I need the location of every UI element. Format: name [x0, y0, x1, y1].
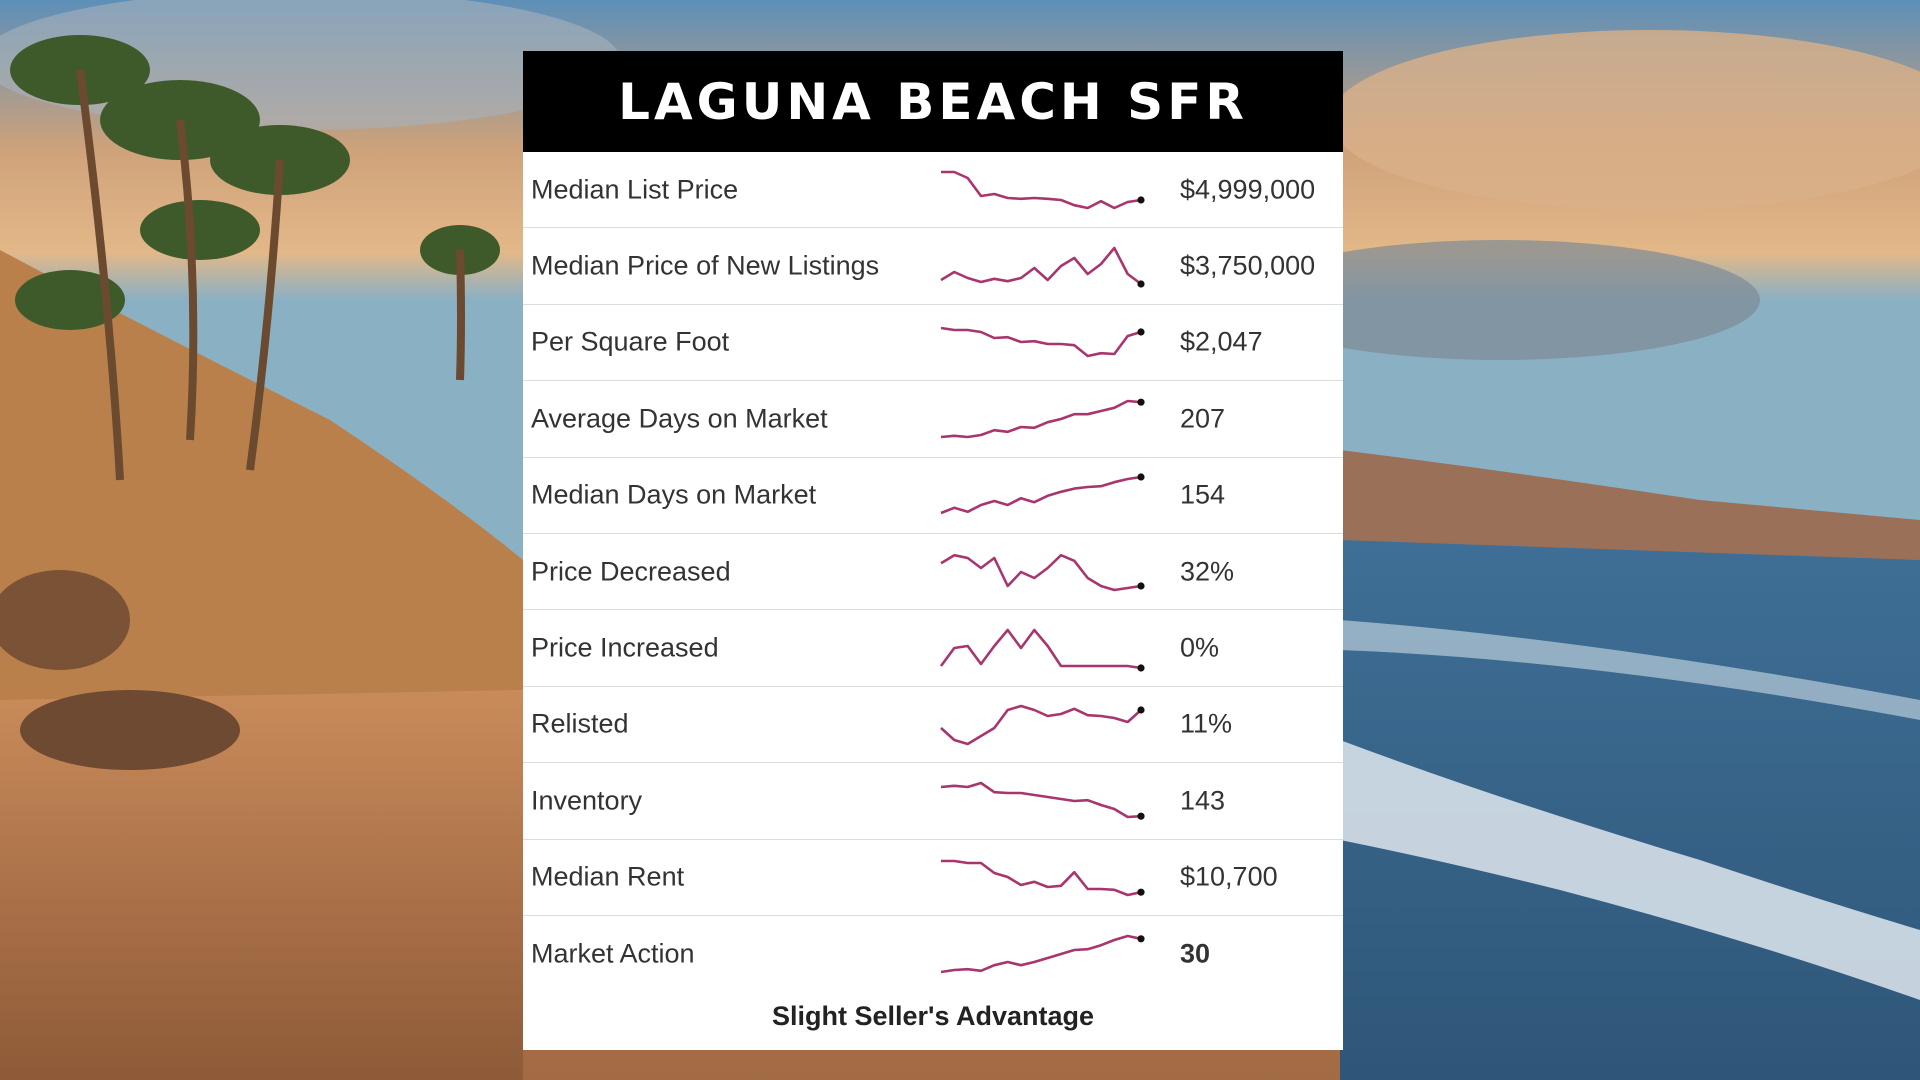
sparkline-endpoint	[1137, 280, 1145, 288]
row-value: $10,700	[1180, 861, 1278, 892]
row-label: Median Rent	[531, 861, 685, 892]
sparkline-line	[940, 553, 1142, 591]
sparkline-endpoint	[1137, 664, 1145, 672]
row-value: 143	[1180, 785, 1226, 816]
sparkline	[940, 553, 1145, 591]
market-condition-label: Slight Seller's Advantage	[771, 1001, 1094, 1031]
sparkline-line	[940, 475, 1142, 515]
card-header: LAGUNA BEACH SFR	[523, 51, 1343, 152]
table-row: Relisted 11%	[523, 687, 1343, 764]
table-row: Per Square Foot $2,047	[523, 305, 1343, 382]
row-value: 32%	[1180, 556, 1235, 587]
sparkline	[940, 934, 1145, 974]
row-label: Inventory	[531, 785, 643, 816]
row-label: Market Action	[531, 938, 695, 969]
table-row: Inventory 143	[523, 763, 1343, 840]
sparkline-line	[940, 934, 1142, 974]
sparkline	[941, 170, 1145, 209]
sparkline-endpoint	[1137, 582, 1145, 590]
row-value: $4,999,000	[1180, 174, 1316, 205]
row-label: Average Days on Market	[531, 403, 828, 434]
table-row: Median Days on Market 154	[523, 458, 1343, 534]
market-stats-card: LAGUNA BEACH SFR Median List Price $4,999…	[523, 51, 1343, 1050]
sparkline-line	[939, 628, 1142, 670]
row-value: 30	[1180, 938, 1211, 969]
row-label: Price Increased	[531, 632, 719, 663]
row-value: 0%	[1180, 632, 1220, 663]
sparkline	[940, 398, 1145, 439]
row-label: Per Square Foot	[531, 326, 730, 357]
row-value: 11%	[1180, 708, 1233, 739]
sparkline-line	[940, 327, 1142, 358]
sparkline-line	[940, 246, 1142, 286]
sparkline-endpoint	[1137, 328, 1145, 337]
row-label: Median List Price	[531, 174, 739, 205]
sparkline	[940, 705, 1145, 746]
sparkline	[940, 473, 1145, 515]
table-row: Average Days on Market 207	[523, 381, 1343, 458]
table-row: Market Action 30	[523, 916, 1343, 992]
sparkline	[940, 327, 1145, 358]
sparkline-endpoint	[1137, 196, 1145, 204]
sparkline-endpoint	[1137, 473, 1145, 481]
table-row: Median List Price $4,999,000	[523, 152, 1343, 229]
sparkline-endpoint	[1137, 398, 1145, 406]
sparkline	[940, 246, 1145, 288]
sparkline-endpoint	[1137, 935, 1145, 943]
sparkline	[940, 781, 1145, 820]
table-row: Median Rent $10,700	[523, 840, 1343, 916]
row-value: $3,750,000	[1180, 250, 1316, 281]
card-title: LAGUNA BEACH SFR	[618, 72, 1248, 131]
table-row: Median Price of New Listings $3,750,000	[523, 228, 1343, 305]
sparkline-line	[940, 705, 1142, 746]
sparkline-line	[941, 859, 1142, 897]
sparkline-line	[941, 170, 1142, 209]
row-label: Relisted	[531, 708, 629, 739]
row-label: Median Days on Market	[531, 479, 817, 510]
sparkline	[941, 859, 1145, 897]
table-row: Price Decreased 32%	[523, 534, 1343, 611]
sparkline-line	[940, 781, 1142, 819]
table-row: Price Increased 0%	[523, 610, 1343, 687]
row-value: 207	[1180, 403, 1226, 434]
sparkline-line	[940, 399, 1142, 439]
sparkline	[939, 628, 1145, 672]
sparkline-endpoint	[1137, 888, 1145, 897]
row-label: Price Decreased	[531, 556, 731, 587]
sparkline-endpoint	[1137, 812, 1145, 820]
stats-table: Median List Price $4,999,000 Median Price …	[523, 152, 1343, 992]
row-label: Median Price of New Listings	[531, 250, 880, 281]
row-value: 154	[1180, 479, 1226, 510]
sparkline-endpoint	[1137, 706, 1145, 715]
row-value: $2,047	[1180, 326, 1263, 357]
